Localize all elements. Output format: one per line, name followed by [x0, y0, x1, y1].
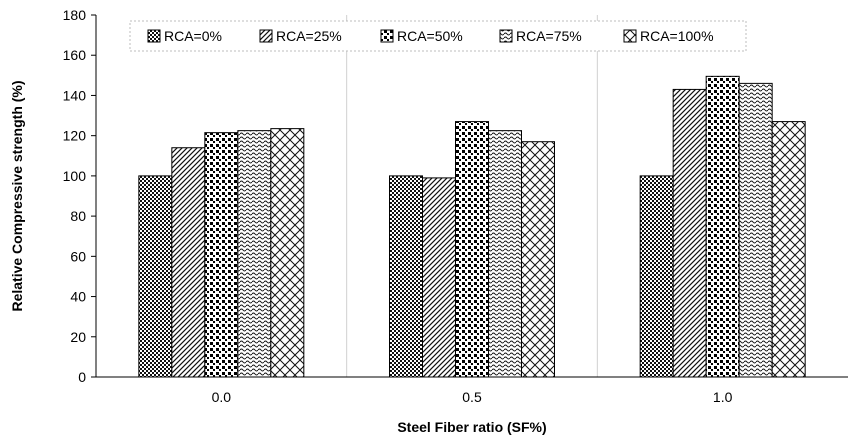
- legend-box: [129, 20, 747, 52]
- bar-3-1: [488, 130, 522, 378]
- legend-label: RCA=0%: [164, 28, 222, 44]
- bar-0-2: [639, 175, 674, 378]
- bar-4-0: [270, 128, 305, 378]
- bar-4-2: [771, 121, 806, 378]
- axes: [91, 14, 848, 378]
- y-tick-label: 0: [78, 369, 86, 385]
- legend-swatch: [623, 29, 637, 43]
- legend-label: RCA=75%: [516, 28, 582, 44]
- bar-1-2: [672, 88, 707, 378]
- y-tick-label: 100: [63, 168, 87, 184]
- legend-swatch: [499, 29, 513, 43]
- bar-1-0: [171, 147, 206, 378]
- bar-3-2: [738, 82, 773, 378]
- x-axis-title: Steel Fiber ratio (SF%): [397, 419, 546, 435]
- x-tick-label: 0.0: [212, 389, 232, 405]
- bar-2-0: [204, 132, 239, 378]
- tick-labels: 0 20 40 60 80 100 120 140 160 180 0.0 0.5 1.0: [63, 7, 733, 405]
- legend-swatch: [147, 29, 161, 43]
- legend-label: RCA=100%: [640, 28, 714, 44]
- bar-0-1: [389, 175, 423, 378]
- legend-label: RCA=25%: [276, 28, 342, 44]
- y-tick-label: 80: [70, 208, 86, 224]
- legend-swatch: [380, 29, 394, 43]
- bar-3-0: [237, 130, 272, 378]
- y-tick-label: 140: [63, 87, 87, 103]
- y-tick-label: 20: [70, 329, 86, 345]
- y-tick-label: 160: [63, 47, 87, 63]
- bar-4-1: [521, 141, 555, 378]
- legend-label: RCA=50%: [397, 28, 463, 44]
- grid: [346, 15, 598, 377]
- y-tick-label: 120: [63, 128, 87, 144]
- legend: RCA=0% RCA=25% RCA=50% RCA=75% RCA=100%: [129, 20, 747, 52]
- legend-swatch: [259, 29, 273, 43]
- y-tick-label: 60: [70, 248, 86, 264]
- bar-2-2: [705, 75, 740, 378]
- y-tick-label: 180: [63, 7, 87, 23]
- x-tick-label: 1.0: [713, 389, 733, 405]
- bar-1-1: [422, 177, 456, 378]
- y-axis-title: Relative Compressive strength (%): [9, 80, 25, 311]
- bar-2-1: [455, 121, 489, 378]
- x-tick-label: 0.5: [462, 389, 482, 405]
- y-tick-label: 40: [70, 289, 86, 305]
- bar-0-0: [138, 175, 173, 378]
- bars: [138, 75, 806, 378]
